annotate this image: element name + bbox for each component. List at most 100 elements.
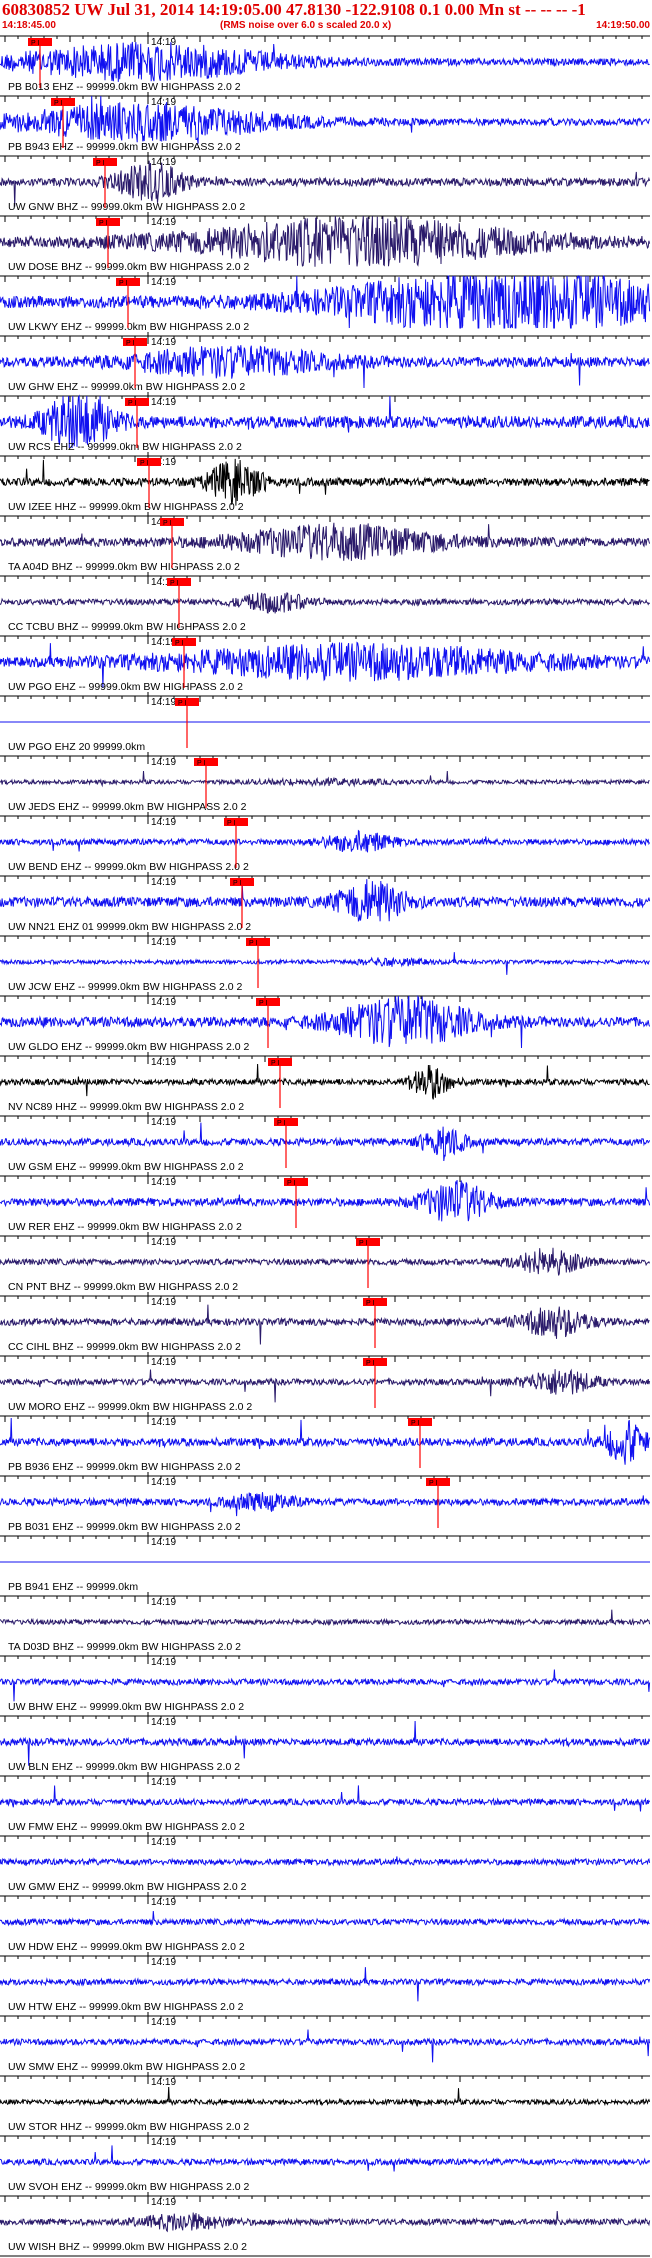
station-label: CN PNT BHZ -- 99999.0km BW HIGHPASS 2.0 … <box>8 1281 238 1293</box>
trace-row: 14:19 UW WISH BHZ -- 99999.0km BW HIGHPAS… <box>0 2192 651 2253</box>
pick-label: P I <box>126 340 134 347</box>
pick-marker <box>284 1178 308 1186</box>
pick-marker <box>167 578 191 586</box>
minute-tick-label: 14:19 <box>151 2137 176 2148</box>
start-time: 14:18:45.00 <box>2 20 56 31</box>
trace-row: 14:19 UW MORO EHZ -- 99999.0km BW HIGHPAS… <box>0 1352 651 1413</box>
station-label: UW GMW EHZ -- 99999.0km BW HIGHPASS 2.0 … <box>8 1881 247 1893</box>
pick-marker <box>123 338 147 346</box>
minute-tick-label: 14:19 <box>151 1117 176 1128</box>
minute-tick-label: 14:19 <box>151 2197 176 2208</box>
trace-row: 14:19 PB B941 EHZ -- 99999.0km <box>0 1532 650 1593</box>
minute-tick-label: 14:19 <box>151 1657 176 1668</box>
station-label: PB B031 EHZ -- 99999.0km BW HIGHPASS 2.0… <box>8 1521 241 1533</box>
minute-tick-label: 14:19 <box>151 577 176 588</box>
pick-label: P I <box>31 40 39 47</box>
waveform <box>0 458 650 506</box>
minute-tick-label: 14:19 <box>151 457 176 468</box>
waveform <box>0 994 651 1049</box>
pick-label: P I <box>259 1000 267 1007</box>
minute-tick-label: 14:19 <box>151 1477 176 1488</box>
minute-tick-label: 14:19 <box>151 1417 176 1428</box>
waveform <box>0 952 650 975</box>
trace-row: 14:19 PB B031 EHZ -- 99999.0km BW HIGHPAS… <box>0 1472 651 1533</box>
trace-row: 14:19 UW RER EHZ -- 99999.0km BW HIGHPASS… <box>0 1172 651 1233</box>
station-label: NV NC89 HHZ -- 99999.0km BW HIGHPASS 2.0… <box>8 1101 244 1113</box>
waveform <box>0 95 651 144</box>
station-label: UW GNW BHZ -- 99999.0km BW HIGHPASS 2.0 … <box>8 201 245 213</box>
minute-tick-label: 14:19 <box>151 1357 176 1368</box>
waveform <box>0 2145 651 2172</box>
minute-tick-label: 14:19 <box>151 1897 176 1908</box>
minute-tick-label: 14:19 <box>151 1237 176 1248</box>
station-label: TA D03D BHZ -- 99999.0km BW HIGHPASS 2.0… <box>8 1641 241 1653</box>
station-label: UW GSM EHZ -- 99999.0km BW HIGHPASS 2.0 … <box>8 1161 244 1173</box>
minute-tick-label: 14:19 <box>151 937 176 948</box>
waveform <box>0 160 651 207</box>
waveform <box>0 522 651 561</box>
pick-marker <box>116 278 140 286</box>
minute-tick-label: 14:19 <box>151 2017 176 2028</box>
station-label: PB B941 EHZ -- 99999.0km <box>8 1581 138 1593</box>
pick-label: P I <box>54 100 62 107</box>
waveform <box>0 41 650 82</box>
waveform <box>0 1785 651 1812</box>
pick-label: P I <box>271 1060 279 1067</box>
pick-marker <box>246 938 270 946</box>
minute-tick-label: 14:19 <box>151 1177 176 1188</box>
station-label: UW BEND EHZ -- 99999.0km BW HIGHPASS 2.0… <box>8 861 249 873</box>
waveform <box>0 1304 650 1345</box>
trace-row: 14:19 UW FMW EHZ -- 99999.0km BW HIGHPASS… <box>0 1772 651 1833</box>
pick-marker <box>137 458 161 466</box>
pick-label: P I <box>140 460 148 467</box>
station-label: UW BLN EHZ -- 99999.0km BW HIGHPASS 2.0 … <box>8 1761 240 1773</box>
waveform <box>0 879 651 923</box>
minute-tick-label: 14:19 <box>151 697 176 708</box>
trace-row: 14:19 UW LKWY EHZ -- 99999.0km BW HIGHPAS… <box>0 272 651 333</box>
pick-label: P I <box>227 820 235 827</box>
minute-tick-label: 14:19 <box>151 2077 176 2088</box>
pick-marker <box>28 38 52 46</box>
pick-marker <box>230 878 254 886</box>
minute-tick-label: 14:19 <box>151 1957 176 1968</box>
pick-label: P I <box>119 280 127 287</box>
trace-row: 14:19 TA D03D BHZ -- 99999.0km BW HIGHPAS… <box>0 1592 651 1653</box>
waveform <box>0 2029 651 2063</box>
pick-marker <box>194 758 218 766</box>
pick-label: P I <box>366 1360 374 1367</box>
minute-tick-label: 14:19 <box>151 757 176 768</box>
trace-row: 14:19 UW STOR HHZ -- 99999.0km BW HIGHPAS… <box>0 2072 651 2133</box>
minute-tick-label: 14:19 <box>151 217 176 228</box>
trace-row: 14:19 PB B943 EHZ -- 99999.0km BW HIGHPAS… <box>0 92 651 153</box>
pick-marker <box>268 1058 292 1066</box>
trace-row: 14:19 UW IZEE HHZ -- 99999.0km BW HIGHPAS… <box>0 452 650 513</box>
waveform <box>0 1180 651 1222</box>
pick-label: P I <box>178 700 186 707</box>
station-label: UW JEDS EHZ -- 99999.0km BW HIGHPASS 2.0… <box>8 801 247 813</box>
rms-note: (RMS noise over 6.0 s scaled 20.0 x) <box>220 20 392 31</box>
pick-marker <box>175 698 199 706</box>
station-label: UW BHW EHZ -- 99999.0km BW HIGHPASS 2.0 … <box>8 1701 244 1713</box>
station-label: UW RER EHZ -- 99999.0km BW HIGHPASS 2.0 … <box>8 1221 242 1233</box>
waveform <box>0 770 650 788</box>
pick-label: P I <box>175 640 183 647</box>
trace-row: 14:19 UW PGO EHZ -- 99999.0km BW HIGHPASS… <box>0 632 651 693</box>
trace-row: 14:19 UW DOSE BHZ -- 99999.0km BW HIGHPAS… <box>0 212 651 273</box>
minute-tick-label: 14:19 <box>151 1717 176 1728</box>
waveform <box>0 1720 651 1766</box>
station-label: UW RCS EHZ -- 99999.0km BW HIGHPASS 2.0 … <box>8 441 242 453</box>
minute-tick-label: 14:19 <box>151 337 176 348</box>
minute-tick-label: 14:19 <box>151 397 176 408</box>
trace-row: 14:19 UW RCS EHZ -- 99999.0km BW HIGHPASS… <box>0 392 650 453</box>
minute-tick-label: 14:19 <box>151 1537 176 1548</box>
pick-label: P I <box>233 880 241 887</box>
station-label: PB B943 EHZ -- 99999.0km BW HIGHPASS 2.0… <box>8 141 241 153</box>
waveform <box>0 1910 650 1927</box>
waveform <box>0 394 650 449</box>
minute-tick-label: 14:19 <box>151 1597 176 1608</box>
trace-row: 14:19 PB B013 EHZ -- 99999.0km BW HIGHPAS… <box>0 32 650 93</box>
trace-row: 14:19 UW NN21 EHZ 01 99999.0km BW HIGHPAS… <box>0 872 651 933</box>
waveform <box>0 592 650 614</box>
waveform <box>0 1967 651 2002</box>
